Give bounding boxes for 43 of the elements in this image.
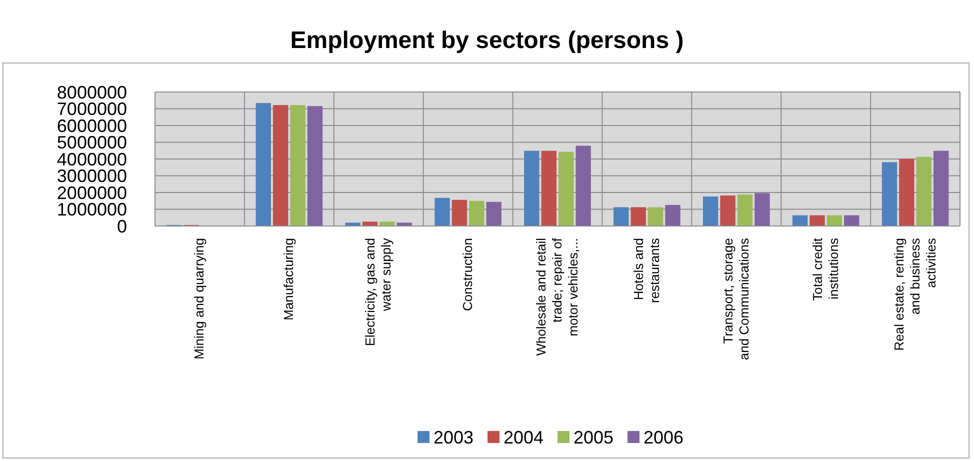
bar [702, 196, 718, 226]
bar [882, 162, 898, 226]
x-tick-label: Mining and quarrying [192, 238, 207, 360]
bar [792, 215, 808, 226]
legend-label: 2005 [574, 427, 614, 448]
bar [810, 215, 825, 226]
bar [558, 152, 574, 226]
bar [844, 215, 860, 226]
bar [648, 207, 664, 226]
bar [345, 222, 360, 226]
legend-label: 2006 [644, 427, 684, 448]
bar [541, 150, 556, 226]
bar [754, 193, 770, 226]
x-tick-label: Manufacturing [281, 238, 296, 320]
bar [630, 207, 646, 226]
bar [899, 158, 914, 226]
bar [665, 204, 680, 226]
bar [916, 156, 932, 226]
x-tick-label: Construction [460, 238, 476, 311]
bar [486, 202, 502, 226]
legend-label: 2003 [434, 427, 474, 448]
bar [826, 215, 842, 226]
bar [380, 222, 395, 226]
bar [272, 105, 288, 226]
bar [362, 222, 378, 226]
legend-label: 2004 [504, 427, 544, 448]
bar [737, 194, 753, 226]
x-tick-label: Total credit institutions [810, 238, 841, 301]
x-tick-label: Wholesale and retail trade; repair of motor vehicles,... [534, 238, 580, 356]
bar [614, 207, 629, 226]
bar [452, 200, 468, 226]
bar [307, 106, 323, 226]
x-tick-label: Real estate, renting and business activities [891, 238, 938, 351]
bar [576, 146, 591, 226]
bar [256, 103, 271, 226]
bar [524, 150, 540, 226]
bar [290, 105, 306, 226]
bar [720, 196, 736, 226]
x-tick-label: Electricity, gas and water supply [362, 238, 394, 346]
bar [434, 198, 450, 226]
chart-title: Employment by sectors (persons ) [290, 27, 684, 54]
bar [933, 150, 949, 226]
bar [469, 200, 484, 226]
